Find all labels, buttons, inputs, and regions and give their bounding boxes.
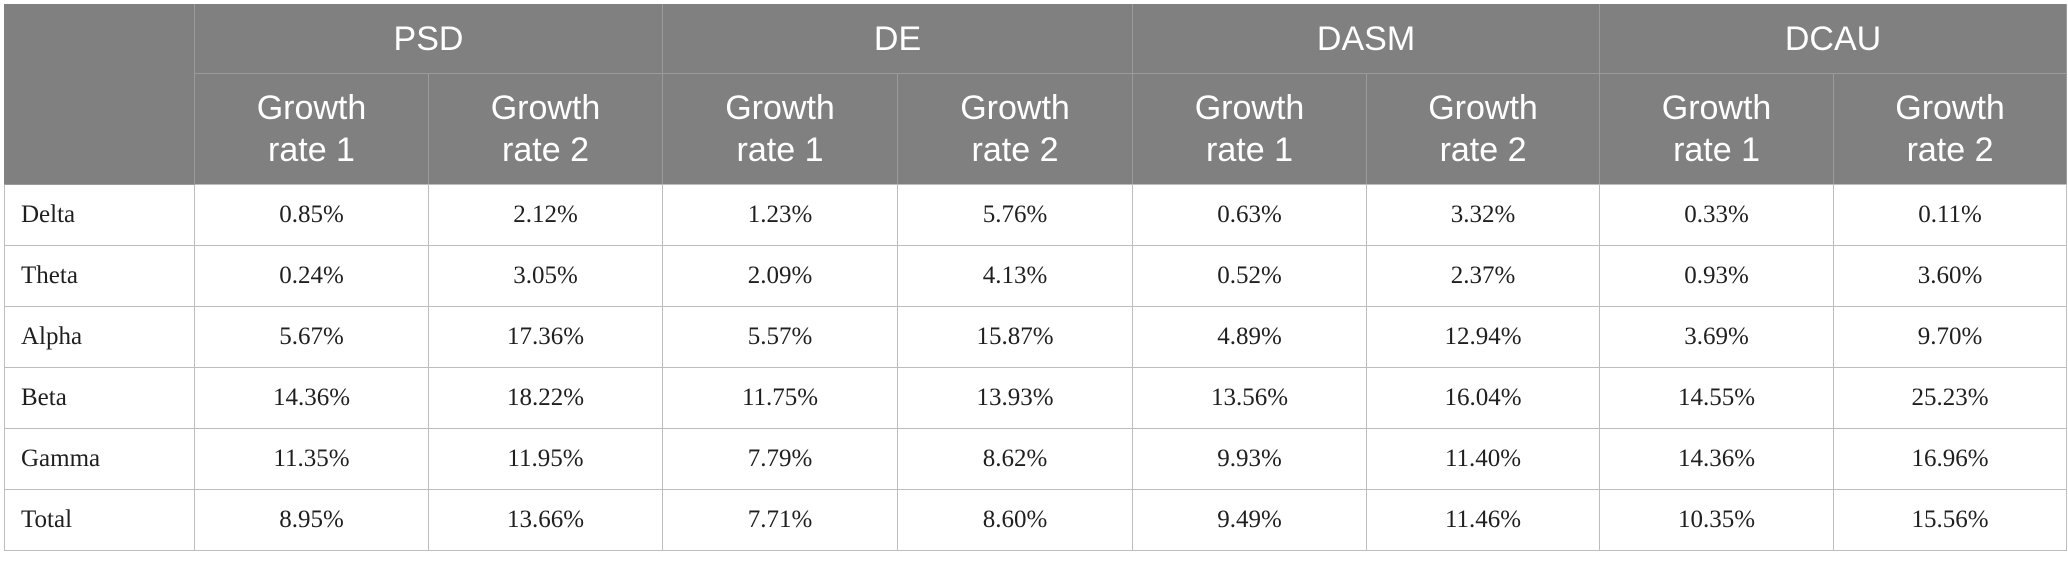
table-cell: 13.93% (897, 367, 1134, 429)
table-cell: 11.95% (427, 428, 664, 490)
table-cell: 15.56% (1833, 489, 2068, 551)
table-cell: 11.35% (194, 428, 429, 490)
table-cell: 0.63% (1132, 184, 1368, 246)
sub-header-line: rate 1 (1206, 131, 1293, 169)
group-header-de: DE (662, 4, 1134, 74)
table-cell: 9.70% (1833, 306, 2068, 368)
sub-header-row: Growth rate 1 Growth rate 2 Growth rate 1 G… (5, 73, 2068, 185)
group-header-dasm: DASM (1132, 4, 1601, 74)
sub-header-line: rate 2 (1439, 131, 1527, 169)
table-cell: 11.40% (1366, 428, 1601, 490)
table-cell: 11.75% (662, 367, 899, 429)
sub-header-line: Growth (1895, 89, 2005, 127)
sub-header-line: rate 2 (1906, 131, 1994, 169)
sub-header-line: Growth (960, 89, 1070, 127)
sub-header-line: Growth (725, 89, 835, 127)
table-cell: 4.89% (1132, 306, 1368, 368)
table-cell: 3.60% (1833, 245, 2068, 307)
table-cell: 15.87% (897, 306, 1134, 368)
row-label: Alpha (4, 306, 195, 368)
sub-header-psd-rate-1: Growth rate 1 (194, 73, 429, 185)
sub-header-line: rate 1 (268, 131, 355, 169)
sub-header-line: rate 2 (502, 131, 589, 169)
table-cell: 0.11% (1833, 184, 2068, 246)
table-cell: 14.36% (1599, 428, 1835, 490)
table-cell: 9.93% (1132, 428, 1368, 490)
row-label: Theta (4, 245, 195, 307)
sub-header-dcau-rate-2: Growth rate 2 (1833, 73, 2068, 185)
table-cell: 2.37% (1366, 245, 1601, 307)
sub-header-de-rate-1: Growth rate 1 (662, 73, 899, 185)
table-cell: 10.35% (1599, 489, 1835, 551)
table-cell: 3.69% (1599, 306, 1835, 368)
table-cell: 3.05% (427, 245, 664, 307)
growth-rate-table: PSD DE DASM DCAU Growth rate 1 Growth rate… (4, 4, 2068, 551)
table-body: Delta 0.85% 2.12% 1.23% 5.76% 0.63% 3.32… (4, 184, 2068, 551)
table-cell: 18.22% (427, 367, 664, 429)
sub-header-de-rate-2: Growth rate 2 (897, 73, 1134, 185)
table-cell: 5.57% (662, 306, 899, 368)
table-cell: 3.32% (1366, 184, 1601, 246)
table-cell: 1.23% (662, 184, 899, 246)
row-label: Beta (4, 367, 195, 429)
table-cell: 13.66% (427, 489, 664, 551)
table-cell: 8.62% (897, 428, 1134, 490)
row-label: Total (4, 489, 195, 551)
table-cell: 9.49% (1132, 489, 1368, 551)
sub-header-dcau-rate-1: Growth rate 1 (1599, 73, 1835, 185)
table-cell: 2.12% (427, 184, 664, 246)
table-cell: 14.36% (194, 367, 429, 429)
table-cell: 7.71% (662, 489, 899, 551)
table-cell: 8.95% (194, 489, 429, 551)
table-cell: 11.46% (1366, 489, 1601, 551)
table-cell: 5.67% (194, 306, 429, 368)
table-cell: 16.96% (1833, 428, 2068, 490)
table-cell: 0.85% (194, 184, 429, 246)
table-row-beta: Beta 14.36% 18.22% 11.75% 13.93% 13.56% … (4, 367, 2068, 429)
sub-header-dasm-rate-2: Growth rate 2 (1366, 73, 1601, 185)
table-cell: 14.55% (1599, 367, 1835, 429)
table-cell: 5.76% (897, 184, 1134, 246)
table-row-theta: Theta 0.24% 3.05% 2.09% 4.13% 0.52% 2.37… (4, 245, 2068, 307)
sub-header-line: rate 1 (736, 131, 824, 169)
table-cell: 4.13% (897, 245, 1134, 307)
table-cell: 16.04% (1366, 367, 1601, 429)
table-header: PSD DE DASM DCAU Growth rate 1 Growth rate… (4, 4, 2068, 185)
table-cell: 17.36% (427, 306, 664, 368)
sub-header-line: Growth (490, 89, 601, 127)
corner-cell (4, 4, 195, 185)
table-cell: 0.52% (1132, 245, 1368, 307)
table-cell: 2.09% (662, 245, 899, 307)
table-cell: 0.93% (1599, 245, 1835, 307)
sub-header-line: Growth (256, 89, 367, 127)
table-row-gamma: Gamma 11.35% 11.95% 7.79% 8.62% 9.93% 11… (4, 428, 2068, 490)
sub-header-line: Growth (1428, 89, 1538, 127)
group-header-psd: PSD (193, 4, 664, 74)
group-header-row: PSD DE DASM DCAU (4, 4, 2068, 185)
sub-header-line: Growth (1194, 89, 1305, 127)
sub-header-psd-rate-2: Growth rate 2 (427, 73, 664, 185)
table-row-total: Total 8.95% 13.66% 7.71% 8.60% 9.49% 11.… (4, 489, 2068, 551)
group-header-dcau: DCAU (1599, 4, 2068, 74)
table-row-alpha: Alpha 5.67% 17.36% 5.57% 15.87% 4.89% 12… (4, 306, 2068, 368)
table-cell: 7.79% (662, 428, 899, 490)
table-row-delta: Delta 0.85% 2.12% 1.23% 5.76% 0.63% 3.32… (4, 184, 2068, 246)
table-cell: 0.33% (1599, 184, 1835, 246)
table-cell: 0.24% (194, 245, 429, 307)
table-cell: 8.60% (897, 489, 1134, 551)
sub-header-line: rate 1 (1673, 131, 1761, 169)
sub-header-line: Growth (1661, 89, 1772, 127)
table-cell: 25.23% (1833, 367, 2068, 429)
sub-header-line: rate 2 (971, 131, 1059, 169)
row-label: Gamma (4, 428, 195, 490)
sub-header-dasm-rate-1: Growth rate 1 (1132, 73, 1368, 185)
row-label: Delta (4, 184, 195, 246)
table-cell: 12.94% (1366, 306, 1601, 368)
table-cell: 13.56% (1132, 367, 1368, 429)
